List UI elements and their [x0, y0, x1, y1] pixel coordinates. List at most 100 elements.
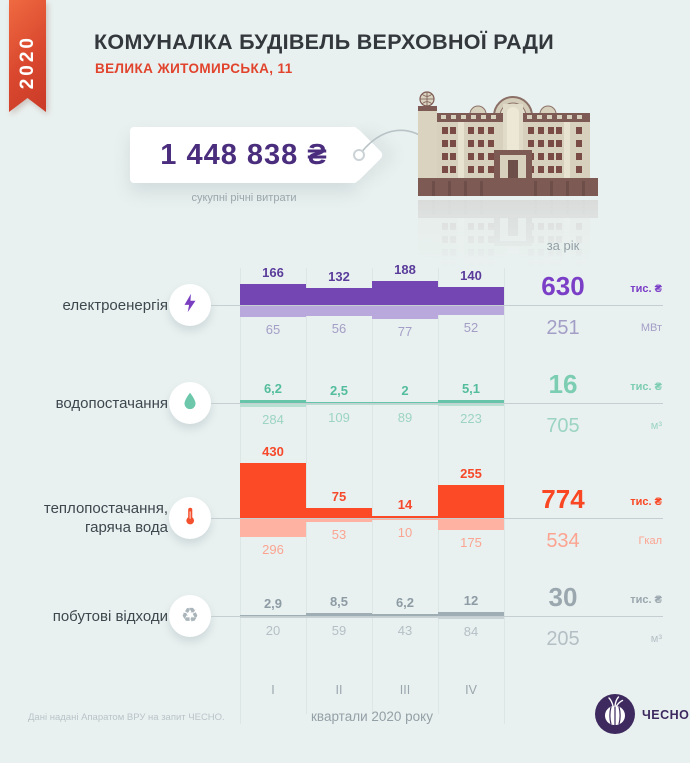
usage-bar-heating-q4	[438, 519, 504, 530]
total-cost-amount: 1 448 838 ₴	[160, 138, 328, 171]
cost-bar-heating-q4	[438, 485, 504, 518]
cost-bar-water-q1	[240, 399, 306, 403]
cost-value-heating-q4: 255	[460, 466, 482, 482]
cost-bar-waste-q3	[372, 614, 438, 616]
usage-value-waste-q4: 84	[463, 623, 479, 639]
row-baseline-water	[211, 403, 663, 404]
category-label-water: водопостачання	[55, 394, 168, 412]
parliament-building-illustration	[408, 90, 608, 198]
usage-total-unit-water: м³	[650, 420, 662, 432]
cost-total-unit-water: тис. ₴	[630, 381, 662, 393]
quarter-tick-label: IV	[465, 683, 477, 697]
quarter-tick-label: I	[271, 683, 275, 697]
cost-value-electricity-q4: 140	[460, 268, 482, 284]
cost-value-water-q3: 2	[401, 382, 409, 398]
usage-bar-waste-q4	[438, 617, 504, 619]
cost-value-electricity-q2: 132	[328, 269, 350, 285]
cost-bar-water-q4	[438, 400, 504, 403]
usage-bar-heating-q3	[372, 519, 438, 520]
usage-bar-heating-q2	[306, 519, 372, 523]
usage-value-electricity-q1: 65	[265, 322, 281, 338]
row-baseline-waste	[211, 616, 663, 617]
quarter-separator-line	[372, 268, 373, 714]
category-icon-circle-electricity	[169, 284, 211, 326]
usage-value-waste-q2: 59	[331, 623, 347, 639]
usage-total-unit-electricity: МВт	[640, 322, 662, 334]
usage-total-unit-heating: Гкал	[638, 535, 662, 547]
cost-bar-electricity-q3	[372, 280, 438, 305]
cost-total-unit-electricity: тис. ₴	[630, 283, 662, 295]
usage-value-electricity-q4: 52	[463, 319, 479, 335]
quarter-tick-label: II	[335, 683, 343, 697]
cost-bar-waste-q4	[438, 612, 504, 616]
usage-bar-waste-q1	[240, 617, 306, 618]
usage-bar-water-q3	[372, 404, 438, 405]
usage-value-heating-q2: 53	[331, 527, 347, 543]
data-source-note: Дані надані Апаратом ВРУ на запит ЧЕСНО.	[28, 712, 225, 723]
usage-total-electricity: 251	[546, 317, 580, 339]
category-label-waste: побутові відходи	[52, 607, 168, 625]
cost-value-heating-q3: 14	[397, 497, 413, 513]
tag-hole	[353, 149, 365, 161]
cost-value-heating-q1: 430	[262, 443, 284, 459]
cost-total-waste: 30	[548, 582, 578, 612]
category-icon-circle-heating	[169, 497, 211, 539]
cost-bar-electricity-q2	[306, 288, 372, 305]
usage-total-unit-waste: м³	[650, 633, 662, 645]
chesno-logo-text: ЧЕСНО	[642, 708, 690, 722]
usage-value-heating-q1: 296	[262, 542, 284, 558]
cost-total-electricity: 630	[541, 271, 585, 301]
cost-bar-heating-q2	[306, 508, 372, 518]
cost-value-waste-q2: 8,5	[329, 594, 349, 610]
quarter-separator-line	[504, 268, 505, 724]
usage-value-waste-q3: 43	[397, 623, 413, 638]
cost-bar-electricity-q1	[240, 283, 306, 305]
lightning-icon	[179, 292, 201, 319]
x-axis-caption: квартали 2020 року	[311, 709, 433, 724]
usage-bar-electricity-q1	[240, 306, 306, 318]
row-baseline-electricity	[211, 305, 663, 306]
category-label-heating: теплопостачання, гаряча вода	[43, 500, 168, 536]
cost-bar-water-q2	[306, 401, 372, 403]
cost-bar-waste-q1	[240, 614, 306, 616]
cost-value-water-q4: 5,1	[461, 381, 481, 397]
year-ribbon: 2020	[9, 0, 46, 112]
usage-bar-waste-q2	[306, 617, 372, 619]
row-baseline-heating	[211, 518, 663, 519]
cost-bar-heating-q3	[372, 516, 438, 518]
chesno-logo-icon	[595, 694, 635, 734]
usage-bar-heating-q1	[240, 519, 306, 538]
usage-bar-waste-q3	[372, 617, 438, 618]
category-icon-circle-waste: ♻	[169, 595, 211, 637]
usage-bar-electricity-q2	[306, 306, 372, 316]
usage-value-electricity-q3: 77	[397, 324, 413, 340]
cost-bar-heating-q1	[240, 462, 306, 518]
page-title: КОМУНАЛКА БУДІВЕЛЬ ВЕРХОВНОЇ РАДИ	[94, 30, 555, 54]
usage-value-water-q3: 89	[397, 410, 413, 425]
cost-bar-waste-q2	[306, 613, 372, 616]
usage-value-water-q1: 284	[262, 411, 284, 427]
cost-value-electricity-q3: 188	[394, 261, 416, 277]
year-ribbon-label: 2020	[16, 34, 38, 90]
cost-total-unit-waste: тис. ₴	[630, 594, 662, 606]
cost-value-heating-q2: 75	[331, 489, 347, 505]
usage-total-water: 705	[546, 415, 580, 437]
cost-value-water-q2: 2,5	[329, 382, 349, 398]
total-cost-tag: 1 448 838 ₴	[130, 127, 358, 183]
category-label-electricity: електроенергія	[62, 296, 168, 314]
cost-total-water: 16	[548, 369, 578, 399]
category-icon-circle-water	[169, 382, 211, 424]
usage-bar-electricity-q3	[372, 306, 438, 320]
usage-total-waste: 205	[546, 628, 580, 650]
usage-bar-water-q4	[438, 404, 504, 406]
usage-bar-electricity-q4	[438, 306, 504, 315]
recycle-icon: ♻	[181, 604, 199, 627]
address-subtitle: ВЕЛИКА ЖИТОМИРСЬКА, 11	[95, 61, 293, 76]
cost-bar-water-q3	[372, 401, 438, 403]
cost-total-heating: 774	[541, 484, 585, 514]
usage-value-water-q2: 109	[328, 410, 350, 425]
usage-total-heating: 534	[546, 530, 580, 552]
cost-value-waste-q4: 12	[463, 593, 479, 609]
usage-value-heating-q3: 10	[397, 525, 413, 540]
per-year-label: за рік	[546, 238, 580, 253]
